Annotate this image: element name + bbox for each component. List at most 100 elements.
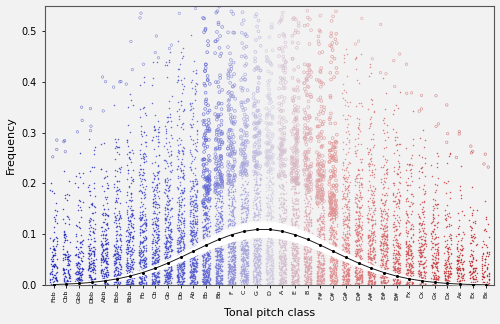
Point [135, 272, 143, 277]
Point [307, 256, 315, 261]
Point [150, 281, 158, 286]
Point [366, 234, 374, 239]
Point [166, 272, 174, 277]
Point [130, 260, 138, 265]
Point [206, 268, 214, 273]
Point [453, 266, 461, 271]
Point [345, 208, 353, 213]
Point [290, 210, 298, 215]
Point [344, 149, 352, 154]
Point [190, 91, 198, 97]
Point [61, 251, 69, 257]
Point [389, 213, 397, 218]
Point [140, 235, 148, 240]
Point [320, 271, 328, 276]
Point [216, 89, 224, 95]
Point [99, 236, 107, 241]
Point [332, 65, 340, 71]
Point [320, 249, 328, 254]
Point [368, 270, 376, 275]
Point [303, 93, 311, 98]
Point [355, 221, 363, 226]
Point [204, 237, 212, 242]
Point [266, 231, 274, 236]
Point [174, 258, 182, 263]
Point [242, 44, 250, 49]
Point [332, 282, 340, 287]
Point [343, 206, 351, 211]
Point [353, 274, 361, 279]
Point [242, 258, 250, 263]
Point [288, 281, 296, 286]
Point [314, 282, 322, 287]
Point [280, 245, 288, 250]
Point [378, 197, 386, 202]
Point [344, 215, 351, 220]
Point [97, 271, 105, 276]
Point [204, 278, 212, 283]
Point [266, 148, 274, 153]
Point [138, 227, 146, 232]
Point [281, 246, 289, 251]
Point [217, 236, 225, 241]
Point [238, 162, 246, 167]
Point [227, 277, 235, 282]
Point [162, 272, 170, 278]
Point [162, 277, 170, 282]
Point [306, 254, 314, 259]
Point [328, 277, 336, 282]
Point [262, 261, 270, 266]
Point [280, 192, 288, 197]
Point [112, 273, 120, 279]
Point [136, 239, 144, 245]
Point [402, 225, 410, 230]
Point [281, 261, 289, 266]
Point [179, 245, 187, 250]
Point [200, 279, 208, 284]
Point [326, 256, 334, 261]
Point [180, 126, 188, 131]
Point [250, 269, 258, 274]
Point [379, 256, 387, 261]
Point [174, 239, 182, 245]
Point [306, 216, 314, 222]
Point [366, 279, 374, 284]
Point [78, 266, 86, 272]
Point [332, 241, 340, 246]
Point [365, 267, 373, 272]
Point [167, 256, 175, 261]
Point [265, 156, 273, 162]
Point [98, 241, 106, 247]
Point [250, 221, 258, 226]
Point [174, 267, 182, 272]
Point [394, 243, 402, 249]
Point [227, 234, 235, 239]
Point [393, 251, 401, 257]
Point [344, 183, 352, 189]
Point [242, 212, 250, 217]
Point [380, 232, 388, 237]
Point [329, 232, 337, 237]
Point [240, 197, 248, 202]
Point [340, 276, 348, 282]
Point [326, 148, 334, 153]
Point [199, 262, 207, 267]
Point [344, 187, 352, 192]
Point [290, 205, 298, 211]
Point [434, 256, 442, 261]
Point [368, 101, 376, 107]
Point [154, 283, 162, 288]
Point [201, 106, 209, 111]
Point [60, 274, 68, 279]
Point [302, 252, 310, 257]
Point [150, 282, 158, 287]
Point [242, 277, 250, 283]
Point [212, 254, 220, 260]
Point [174, 248, 182, 253]
Point [264, 258, 272, 263]
Point [300, 246, 308, 251]
Point [264, 149, 272, 154]
Point [180, 145, 188, 150]
Point [98, 277, 106, 282]
Point [278, 259, 285, 264]
